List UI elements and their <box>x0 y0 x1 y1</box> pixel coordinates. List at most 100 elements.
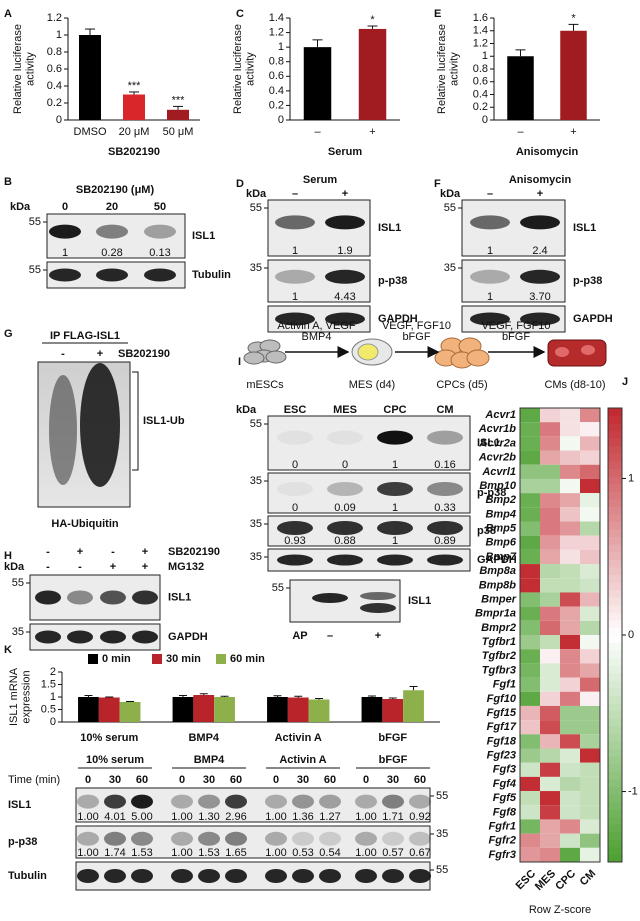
quantification: 1.27 <box>319 811 340 823</box>
quantification: 1.65 <box>225 847 246 859</box>
quantification: 4.01 <box>104 811 125 823</box>
colorbar-slice <box>608 733 622 742</box>
quantification: 1.53 <box>198 847 219 859</box>
heatmap-cell <box>580 408 600 423</box>
kda-label: kDa <box>4 561 25 573</box>
heatmap-cell <box>520 791 540 806</box>
heatmap-cell <box>540 776 560 792</box>
error-bar <box>129 91 139 95</box>
heatmap-cell <box>520 450 540 465</box>
row-label: Bmp5 <box>485 523 516 535</box>
quantification: 0.57 <box>382 847 403 859</box>
blot-band <box>171 794 193 809</box>
colorbar-slice <box>608 831 622 840</box>
heatmap-cell <box>520 776 540 792</box>
heatmap-cell <box>580 734 600 749</box>
y-tick-label: 0.4 <box>269 85 284 97</box>
panel-label: D <box>236 178 244 190</box>
colorbar-slice <box>608 756 622 765</box>
treatment-label: MG132 <box>168 561 204 573</box>
colorbar-slice <box>608 846 622 855</box>
heatmap-cell <box>520 464 540 479</box>
lane-label: CPC <box>383 404 406 416</box>
factor-label: VEGF, FGF10 <box>382 320 451 332</box>
colorbar-slice <box>608 839 622 848</box>
blot-band <box>277 430 313 445</box>
size-marker: 55 <box>29 216 41 228</box>
blot-band <box>319 794 341 809</box>
y-tick-label: 0.8 <box>47 46 62 58</box>
heatmap-cell <box>580 464 600 479</box>
blot-band <box>100 630 126 644</box>
heatmap-cell <box>580 847 600 862</box>
lane-label: 30 <box>297 774 309 786</box>
blot-band <box>520 215 560 230</box>
bar <box>123 94 145 120</box>
heatmap-cell <box>560 507 580 522</box>
colorbar-slice <box>608 718 622 727</box>
quantification: 1.36 <box>292 811 313 823</box>
heatmap-cell <box>560 464 580 479</box>
bar <box>358 28 387 120</box>
heatmap-cell <box>540 436 560 451</box>
y-tick-label: 0.5 <box>41 703 56 715</box>
row-label: Bmp10 <box>479 480 517 492</box>
heatmap-cell <box>540 691 560 706</box>
x-tick-label: 50 μM <box>163 126 194 138</box>
heatmap-cell <box>520 592 540 607</box>
heatmap-cell <box>520 578 540 593</box>
blot-strip <box>267 472 471 514</box>
size-marker: 55 <box>436 864 448 876</box>
row-label: Bmp7 <box>485 551 516 563</box>
factor-label: bFGF <box>502 331 530 343</box>
colorbar-slice <box>608 483 622 492</box>
quantification: 1.9 <box>337 245 352 257</box>
colorbar-title: Row Z-score <box>529 904 591 916</box>
stage-label: CPCs (d5) <box>436 379 487 391</box>
treatment-label: SB202190 <box>118 348 170 360</box>
blot-band <box>67 590 93 605</box>
blot-band <box>312 593 348 603</box>
size-marker: 35 <box>250 518 262 530</box>
blot-band <box>104 831 126 846</box>
column-label: CPC <box>553 868 578 893</box>
row-label: Tgfbr2 <box>482 650 516 662</box>
heatmap-cell <box>560 776 580 792</box>
y-tick-label: 0.8 <box>473 63 488 75</box>
axis-label: Time (min) <box>8 774 60 786</box>
row-label: Fgf15 <box>487 707 517 719</box>
row-label: Fgfr2 <box>489 835 517 847</box>
blot-band <box>49 224 81 239</box>
panel-label: J <box>622 376 628 388</box>
size-marker: 35 <box>250 475 262 487</box>
error-bar <box>388 697 397 699</box>
heatmap-cell <box>540 620 560 635</box>
heatmap-cell <box>580 436 600 451</box>
heatmap-cell <box>560 762 580 777</box>
lane-label: + <box>342 188 348 200</box>
protein-label: GAPDH <box>573 313 613 325</box>
protein-label: ISL1 <box>378 222 401 234</box>
error-bar <box>178 695 187 697</box>
quantification: 1.00 <box>171 811 192 823</box>
blot-band <box>409 794 431 809</box>
heatmap-border <box>519 407 601 863</box>
blot-band <box>225 869 247 883</box>
annotation: *** <box>128 80 142 92</box>
protein-label: p38 <box>477 525 496 537</box>
heatmap-cell <box>540 464 560 479</box>
colorbar-tick-label: 1 <box>628 472 634 484</box>
heatmap-cell <box>540 748 560 763</box>
blot-band <box>292 831 314 846</box>
blot-band <box>427 554 463 566</box>
blot-band <box>377 521 413 535</box>
bar <box>79 35 101 120</box>
size-marker: 55 <box>250 418 262 430</box>
row-label: Fgf10 <box>487 693 517 705</box>
protein-label: GAPDH <box>168 631 208 643</box>
kda-label: kDa <box>236 404 257 416</box>
quantification: 1 <box>392 535 398 547</box>
legend-label: 60 min <box>230 653 265 665</box>
error-bar <box>199 693 208 695</box>
heatmap-cell <box>560 408 580 423</box>
